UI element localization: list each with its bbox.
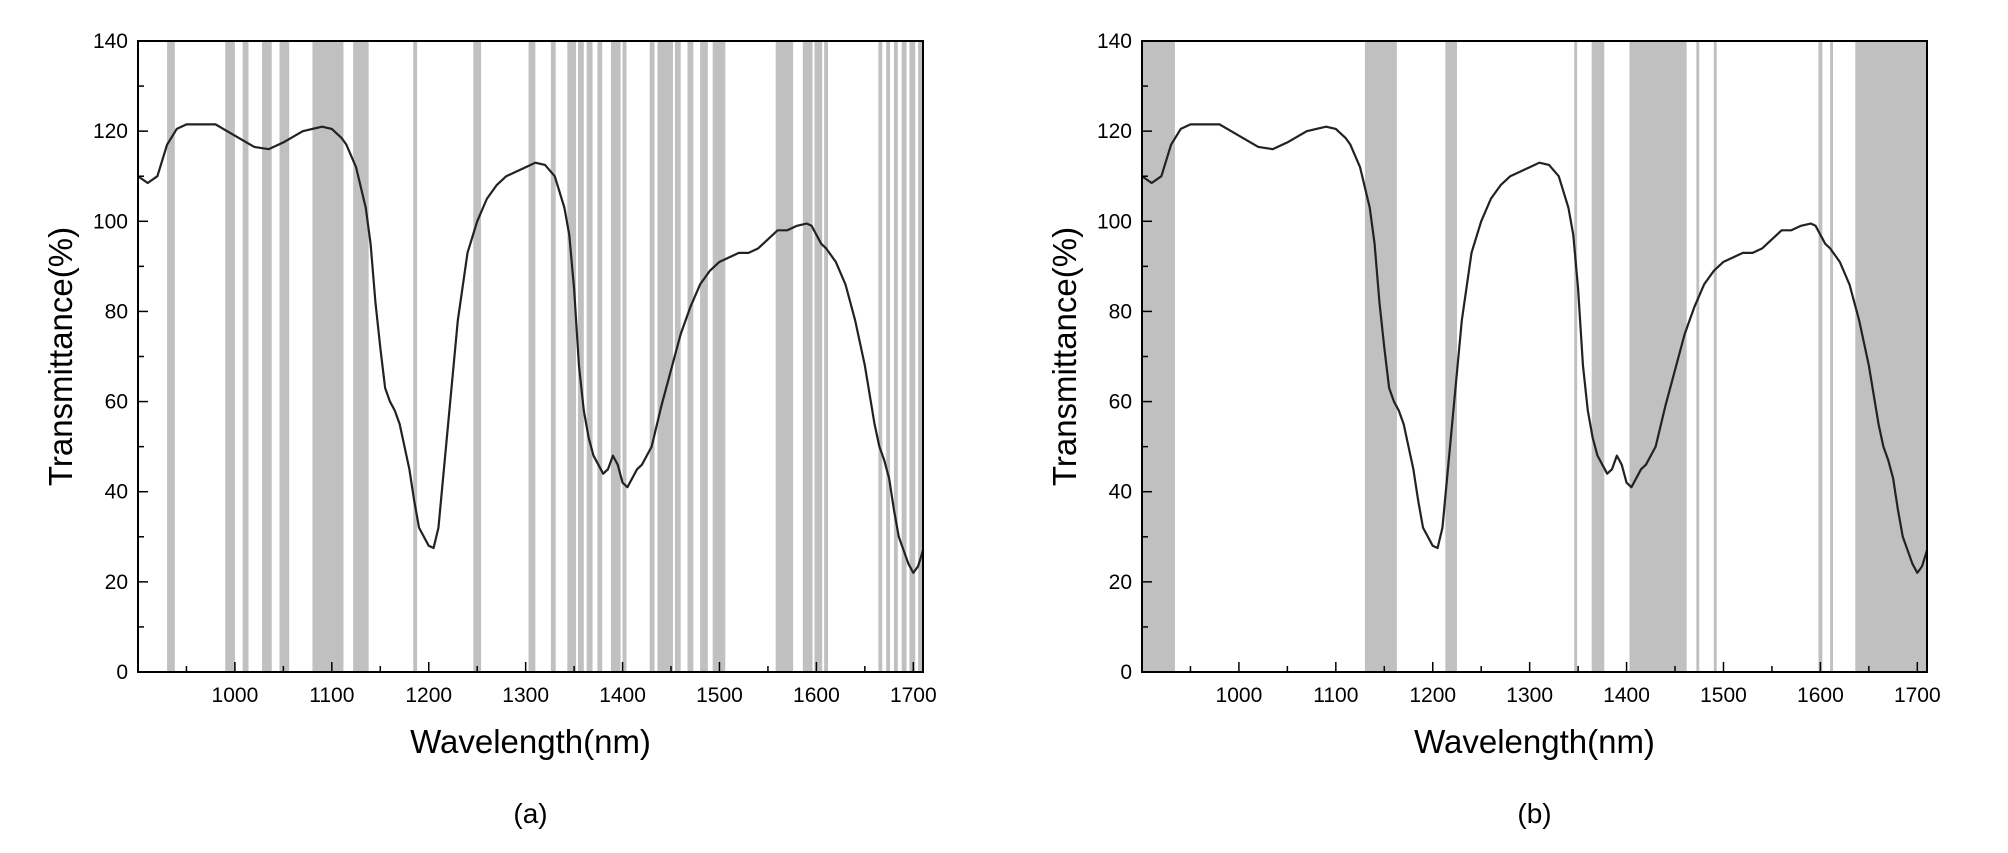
band-7 <box>1713 41 1717 672</box>
x-tick-label: 1400 <box>599 684 646 707</box>
band-4 <box>1591 41 1605 672</box>
chart-panel-b: 1000 1100 1200 1300 1400 1500 1600 1700 0 20 40 60 8… <box>1004 0 2008 853</box>
band-15 <box>610 41 621 672</box>
x-axis: 1000 1100 1200 1300 1400 1500 1600 1700 <box>185 662 937 707</box>
y-axis: 0 20 40 60 80 100 120 140 <box>93 30 148 684</box>
y-tick-label: 0 <box>116 661 128 684</box>
y-tick-label: 0 <box>1120 661 1132 684</box>
plot-frame <box>1141 40 1928 673</box>
band-31 <box>909 41 916 672</box>
x-tick-label: 1600 <box>1797 684 1844 707</box>
y-tick-label: 20 <box>1109 571 1132 594</box>
band-3 <box>1574 41 1578 672</box>
band-23 <box>775 41 794 672</box>
x-axis: 1000 1100 1200 1300 1400 1500 1600 1700 <box>1189 662 1941 707</box>
band-22 <box>712 41 726 672</box>
band-4 <box>279 41 290 672</box>
band-9 <box>1830 41 1833 672</box>
band-12 <box>577 41 584 672</box>
band-6 <box>353 41 369 672</box>
panel-caption-b: (b) <box>1517 798 1551 829</box>
y-tick-label: 100 <box>93 210 128 233</box>
y-tick-label: 140 <box>93 30 128 53</box>
x-axis-title: Wavelength(nm) <box>410 723 651 760</box>
band-13 <box>586 41 593 672</box>
y-tick-label: 100 <box>1097 210 1132 233</box>
x-tick-label: 1000 <box>212 684 259 707</box>
y-tick-label: 80 <box>1109 300 1132 323</box>
band-8 <box>473 41 482 672</box>
band-5 <box>312 41 344 672</box>
band-18 <box>657 41 673 672</box>
y-axis: 0 20 40 60 80 100 120 140 <box>1097 30 1152 684</box>
band-21 <box>700 41 708 672</box>
x-tick-label: 1200 <box>1409 684 1456 707</box>
band-14 <box>597 41 603 672</box>
band-1 <box>1364 41 1397 672</box>
band-5 <box>1629 41 1687 672</box>
x-tick-label: 1500 <box>1700 684 1747 707</box>
x-tick-label: 1500 <box>696 684 743 707</box>
band-27 <box>878 41 883 672</box>
band-17 <box>649 41 655 672</box>
band-7 <box>413 41 418 672</box>
band-24 <box>802 41 813 672</box>
band-26 <box>824 41 829 672</box>
band-30 <box>901 41 907 672</box>
band-10 <box>550 41 556 672</box>
selected-bands <box>1142 41 1927 672</box>
band-20 <box>687 41 694 672</box>
x-tick-label: 1300 <box>1506 684 1553 707</box>
band-0 <box>167 41 175 672</box>
chart-a: 1000 1100 1200 1300 1400 1500 1600 1700 0 20 40 60 8… <box>42 30 937 829</box>
panel-caption-a: (a) <box>513 798 547 829</box>
x-tick-label: 1700 <box>890 684 937 707</box>
y-tick-label: 60 <box>105 391 128 414</box>
x-tick-label: 1700 <box>1894 684 1941 707</box>
band-1 <box>225 41 235 672</box>
band-32 <box>918 41 923 672</box>
y-tick-label: 120 <box>93 120 128 143</box>
band-8 <box>1818 41 1823 672</box>
y-tick-label: 20 <box>105 571 128 594</box>
y-tick-label: 140 <box>1097 30 1132 53</box>
y-axis-title: Transmittance(%) <box>42 227 79 486</box>
band-2 <box>242 41 249 672</box>
x-tick-label: 1100 <box>309 684 354 707</box>
y-tick-label: 60 <box>1109 391 1132 414</box>
x-tick-label: 1400 <box>1603 684 1650 707</box>
y-tick-label: 120 <box>1097 120 1132 143</box>
band-11 <box>567 41 577 672</box>
band-9 <box>528 41 536 672</box>
band-3 <box>262 41 272 672</box>
selected-bands <box>167 41 923 672</box>
chart-b: 1000 1100 1200 1300 1400 1500 1600 1700 0 20 40 60 8… <box>1046 30 1941 829</box>
band-2 <box>1445 41 1457 672</box>
band-19 <box>674 41 681 672</box>
y-tick-label: 40 <box>105 481 128 504</box>
x-tick-label: 1300 <box>502 684 549 707</box>
band-29 <box>893 41 898 672</box>
band-16 <box>622 41 627 672</box>
x-tick-label: 1100 <box>1313 684 1358 707</box>
x-axis-title: Wavelength(nm) <box>1414 723 1655 760</box>
x-tick-label: 1000 <box>1216 684 1263 707</box>
band-6 <box>1696 41 1700 672</box>
y-tick-label: 80 <box>105 300 128 323</box>
chart-panel-a: 1000 1100 1200 1300 1400 1500 1600 1700 0 20 40 60 8… <box>42 30 937 829</box>
series-line-0 <box>1141 123 1929 574</box>
series-line-0 <box>137 123 925 574</box>
x-tick-label: 1600 <box>793 684 840 707</box>
band-25 <box>814 41 823 672</box>
band-28 <box>886 41 891 672</box>
x-tick-label: 1200 <box>405 684 452 707</box>
y-axis-title: Transmittance(%) <box>1046 227 1083 486</box>
y-tick-label: 40 <box>1109 481 1132 504</box>
